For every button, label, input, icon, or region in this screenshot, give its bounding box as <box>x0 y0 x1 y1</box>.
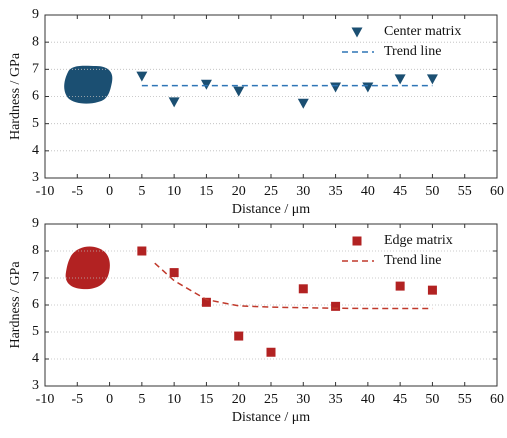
sample-icon <box>65 246 110 290</box>
y-tick-label: 4 <box>32 143 39 158</box>
marker <box>136 71 148 82</box>
y-tick-label: 7 <box>32 62 39 77</box>
y-tick-label: 5 <box>32 324 39 339</box>
y-tick-label: 9 <box>32 216 39 231</box>
marker <box>137 246 147 256</box>
x-tick-label: 50 <box>425 392 439 407</box>
y-tick-label: 7 <box>32 270 39 285</box>
x-tick-label: 10 <box>167 392 181 407</box>
x-tick-label: 50 <box>425 184 439 199</box>
legend-label: Edge matrix <box>384 233 453 248</box>
marker <box>297 98 309 109</box>
x-tick-label: -10 <box>36 392 55 407</box>
marker <box>266 347 276 357</box>
x-tick-label: 55 <box>458 392 472 407</box>
x-tick-label: 20 <box>232 392 246 407</box>
trend-line <box>154 262 433 310</box>
y-tick-label: 5 <box>32 116 39 131</box>
x-axis-title: Distance / μm <box>232 202 310 217</box>
x-tick-label: 25 <box>264 392 278 407</box>
x-tick-label: 45 <box>393 392 407 407</box>
marker <box>351 27 363 38</box>
x-tick-label: -5 <box>71 392 83 407</box>
marker <box>233 86 245 97</box>
y-axis-title: Hardness / GPa <box>8 52 23 140</box>
y-axis-title: Hardness / GPa <box>8 261 23 349</box>
marker <box>168 97 180 108</box>
plot-frame <box>44 14 498 179</box>
x-tick-label: 55 <box>458 184 472 199</box>
marker <box>362 82 374 93</box>
x-tick-label: 40 <box>361 392 375 407</box>
x-tick-label: 0 <box>106 184 113 199</box>
x-tick-label: 10 <box>167 184 181 199</box>
x-tick-label: 40 <box>361 184 375 199</box>
y-tick-label: 9 <box>32 7 39 22</box>
sample-icon <box>64 65 113 104</box>
x-tick-label: 15 <box>199 184 213 199</box>
marker <box>201 297 211 307</box>
x-axis-title: Distance / μm <box>232 410 310 425</box>
x-tick-label: 5 <box>138 392 145 407</box>
x-tick-label: 15 <box>199 392 213 407</box>
y-tick-label: 3 <box>32 378 39 393</box>
marker <box>352 236 362 246</box>
plot-frame <box>44 223 498 387</box>
x-tick-label: 20 <box>232 184 246 199</box>
marker <box>169 268 179 278</box>
x-tick-label: 25 <box>264 184 278 199</box>
y-tick-label: 6 <box>32 297 39 312</box>
y-tick-label: 6 <box>32 89 39 104</box>
marker <box>395 281 405 291</box>
x-tick-label: 60 <box>490 184 504 199</box>
x-tick-label: 45 <box>393 184 407 199</box>
marker <box>200 79 212 90</box>
y-tick-label: 8 <box>32 34 39 49</box>
x-tick-label: 35 <box>329 184 343 199</box>
legend-label: Center matrix <box>384 24 461 39</box>
x-tick-label: 0 <box>106 392 113 407</box>
x-tick-label: 30 <box>296 184 310 199</box>
y-tick-label: 4 <box>32 351 39 366</box>
x-tick-label: 5 <box>138 184 145 199</box>
legend-label: Trend line <box>384 253 441 268</box>
y-tick-label: 3 <box>32 170 39 185</box>
marker <box>331 301 341 311</box>
marker <box>426 74 438 85</box>
x-tick-label: 30 <box>296 392 310 407</box>
y-tick-label: 8 <box>32 243 39 258</box>
marker <box>298 284 308 294</box>
legend-label: Trend line <box>384 44 441 59</box>
x-tick-label: 35 <box>329 392 343 407</box>
x-tick-label: 60 <box>490 392 504 407</box>
marker <box>427 285 437 295</box>
marker <box>234 331 244 341</box>
x-tick-label: -10 <box>36 184 55 199</box>
marker <box>330 82 342 93</box>
x-tick-label: -5 <box>71 184 83 199</box>
marker <box>394 74 406 85</box>
